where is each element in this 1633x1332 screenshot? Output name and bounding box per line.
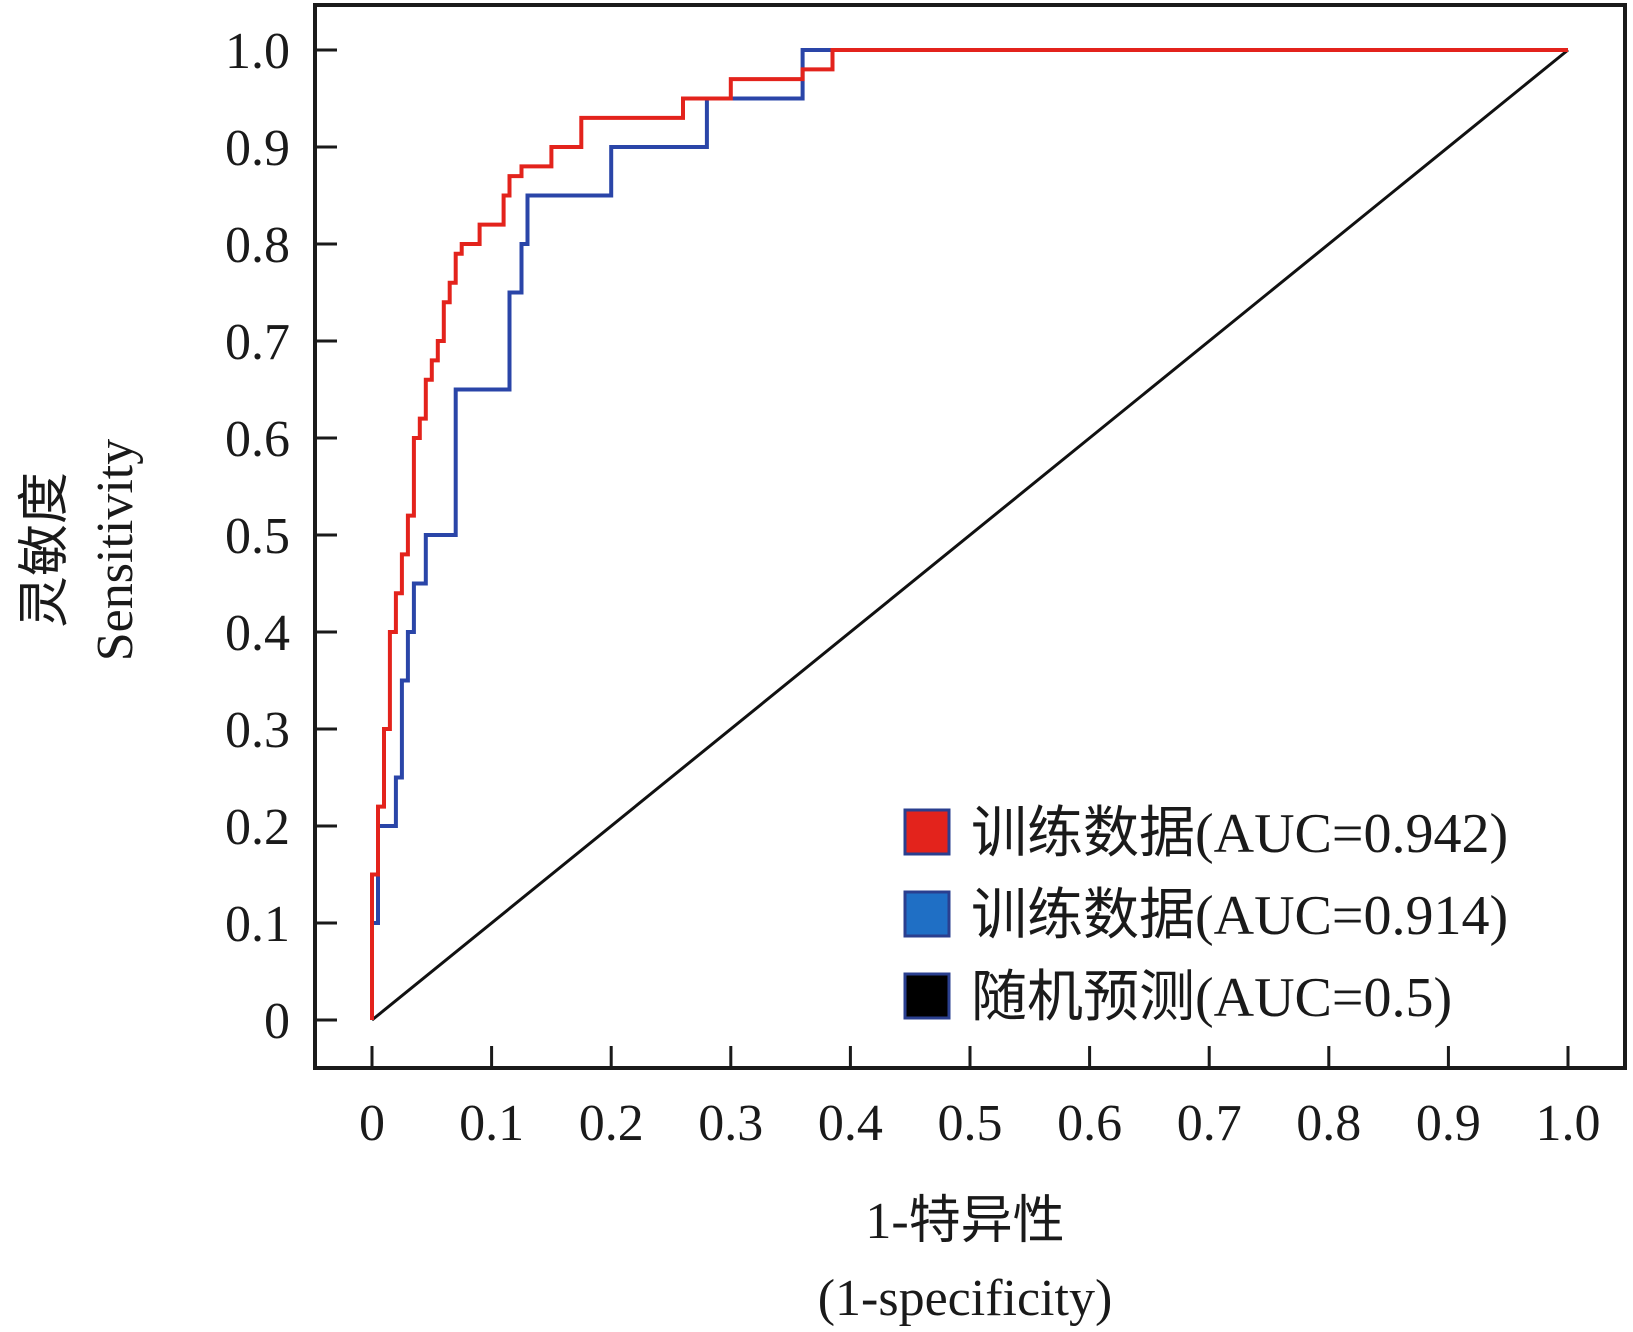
x-tick-label: 0.8 bbox=[1296, 1095, 1361, 1152]
y-axis-title-cn: 灵敏度 bbox=[17, 472, 74, 628]
x-tick-label: 0 bbox=[359, 1095, 385, 1152]
y-tick-label: 0.5 bbox=[225, 508, 290, 565]
legend-swatch-3 bbox=[903, 972, 951, 1020]
y-tick-label: 0 bbox=[264, 993, 290, 1050]
y-tick-label: 0.7 bbox=[225, 314, 290, 371]
series-line-1 bbox=[370, 48, 1568, 1020]
legend: 训练数据(AUC=0.942) 训练数据(AUC=0.914) 随机预测(AUC=0… bbox=[903, 803, 1508, 1029]
x-tick-label: 0.9 bbox=[1416, 1095, 1481, 1152]
series-line-3 bbox=[371, 48, 1569, 1022]
y-axis-title: 灵敏度 Sensitivity bbox=[17, 439, 144, 661]
y-tick-label: 0.1 bbox=[225, 896, 290, 953]
x-axis-title-en: (1-specificity) bbox=[818, 1270, 1113, 1327]
y-tick-label: 0.3 bbox=[225, 702, 290, 759]
x-tick-label: 0.5 bbox=[938, 1095, 1003, 1152]
legend-label-1: 训练数据(AUC=0.942) bbox=[971, 803, 1508, 865]
x-tick-label: 1.0 bbox=[1536, 1095, 1601, 1152]
x-tick-label: 0.2 bbox=[579, 1095, 644, 1152]
y-tick-label: 0.2 bbox=[225, 799, 290, 856]
x-tick-label: 0.6 bbox=[1057, 1095, 1122, 1152]
x-tick-label: 0.1 bbox=[459, 1095, 524, 1152]
y-axis-ticks: 0 0.1 0.2 0.3 0.4 0.5 0.6 0.7 0.8 0.9 1.0 bbox=[225, 23, 337, 1050]
legend-swatch-1 bbox=[903, 808, 951, 856]
y-tick-label: 0.9 bbox=[225, 120, 290, 177]
y-tick-label: 0.8 bbox=[225, 217, 290, 274]
y-tick-label: 1.0 bbox=[225, 23, 290, 80]
y-axis-title-en: Sensitivity bbox=[87, 439, 144, 661]
x-axis-title-cn: 1-特异性 bbox=[865, 1193, 1064, 1250]
legend-swatch-2 bbox=[903, 890, 951, 938]
series-line-2 bbox=[370, 48, 1568, 1020]
x-tick-label: 0.4 bbox=[818, 1095, 883, 1152]
legend-label-2: 训练数据(AUC=0.914) bbox=[971, 885, 1508, 947]
y-tick-label: 0.6 bbox=[225, 411, 290, 468]
series-layer bbox=[370, 48, 1569, 1022]
y-tick-label: 0.4 bbox=[225, 605, 290, 662]
x-axis-ticks: 0 0.1 0.2 0.3 0.4 0.5 0.6 0.7 0.8 0.9 1.0 bbox=[359, 1046, 1601, 1152]
legend-label-3: 随机预测(AUC=0.5) bbox=[971, 967, 1452, 1029]
x-tick-label: 0.7 bbox=[1177, 1095, 1242, 1152]
x-tick-label: 0.3 bbox=[698, 1095, 763, 1152]
